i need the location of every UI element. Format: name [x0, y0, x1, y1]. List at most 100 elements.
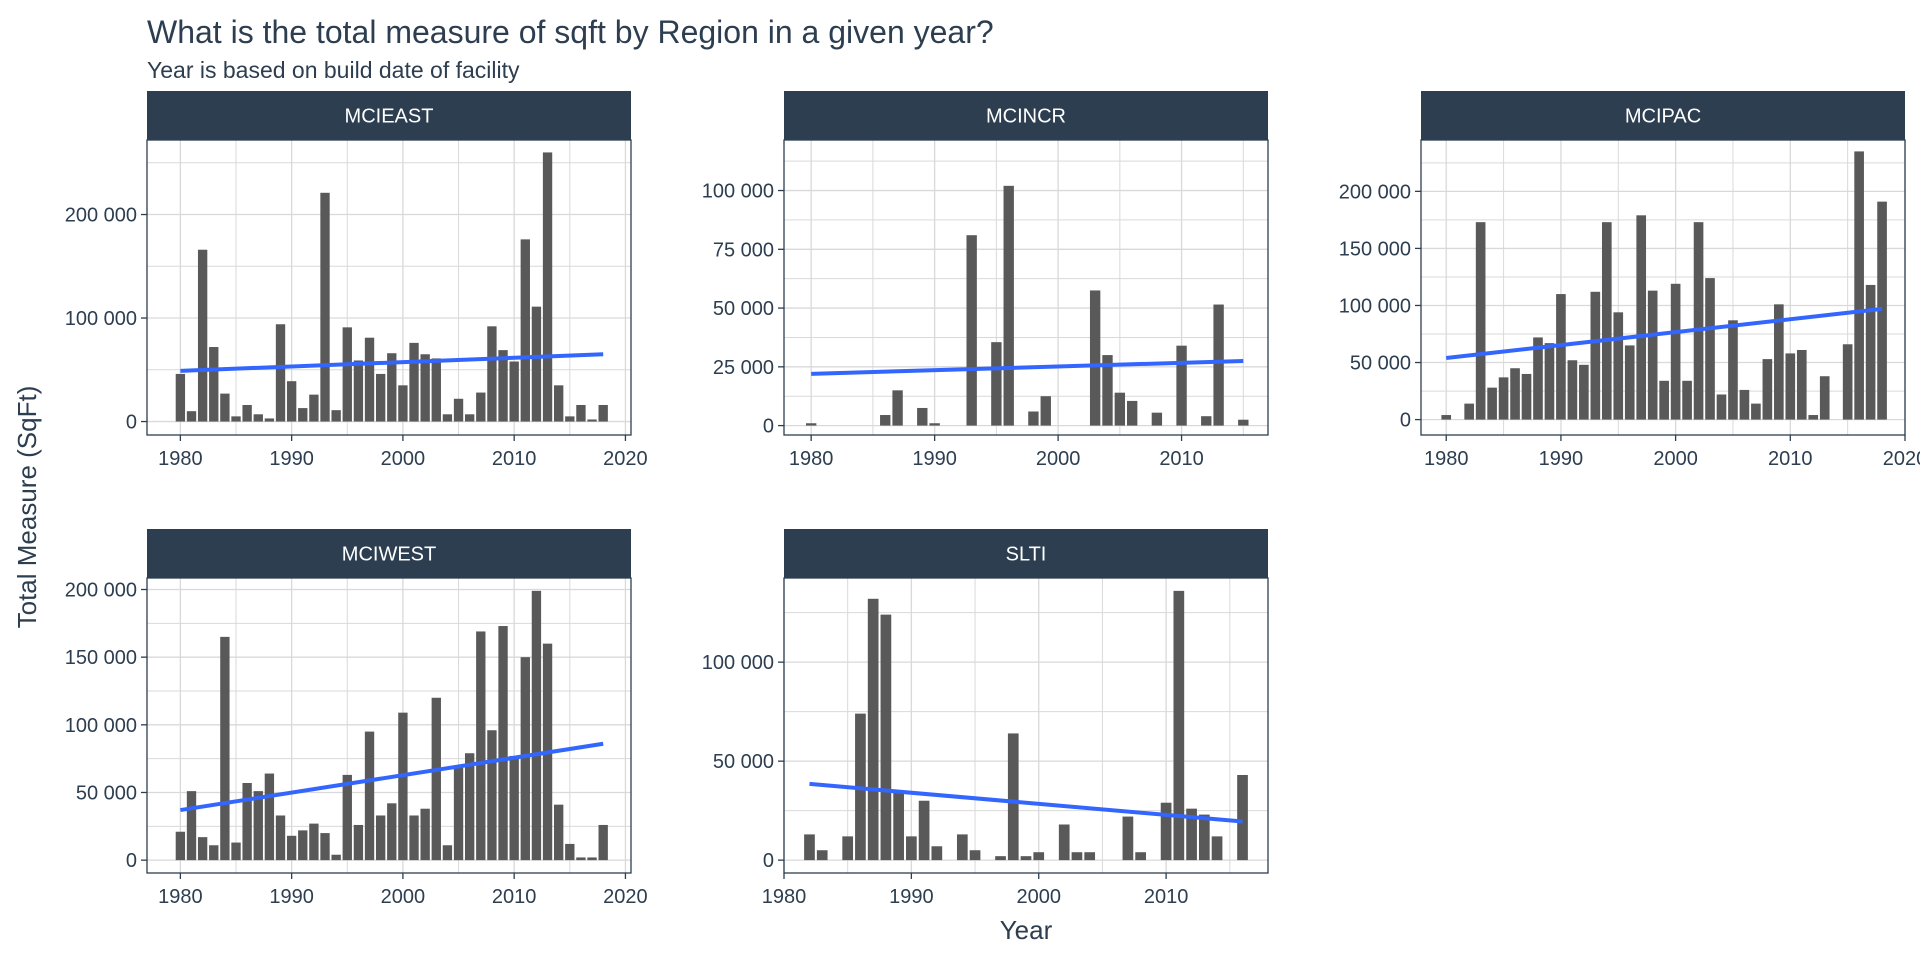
bar-mcieast-1980 [175, 373, 186, 422]
bar-mcipac-1991 [1567, 360, 1578, 420]
bar-mcieast-2015 [565, 416, 575, 422]
bar-slti-1995 [969, 850, 981, 861]
bar-mcincr-1993 [966, 235, 977, 426]
bar-mcipac-2017 [1865, 284, 1876, 420]
bar-mcipac-1993 [1590, 291, 1601, 420]
bar-mciwest-2005 [453, 766, 464, 861]
bar-mciwest-1998 [375, 815, 386, 861]
bar-slti-2008 [1135, 852, 1146, 861]
x-tick-label: 2020 [603, 448, 648, 470]
bar-mcieast-2006 [464, 414, 475, 422]
y-tick-label: 200 000 [65, 205, 137, 227]
bar-mcieast-1996 [353, 360, 364, 422]
bar-mcieast-2013 [542, 152, 553, 422]
bar-mcincr-2010 [1176, 345, 1187, 426]
bar-mcieast-2012 [531, 306, 542, 422]
bar-mcieast-1992 [309, 394, 319, 422]
bar-mcieast-2018 [598, 404, 608, 422]
bar-mcipac-2005 [1728, 320, 1738, 420]
bar-mciwest-2016 [576, 857, 586, 861]
x-tick-label: 2010 [492, 448, 537, 470]
bar-mcieast-1988 [264, 418, 275, 422]
bar-slti-2010 [1160, 802, 1172, 861]
bar-mcieast-2016 [576, 404, 586, 422]
bar-mciwest-2000 [398, 712, 408, 861]
bar-slti-2004 [1084, 852, 1096, 861]
bar-mcipac-1988 [1533, 337, 1543, 420]
bar-mciwest-1996 [353, 824, 364, 861]
bar-mcipac-1994 [1601, 222, 1612, 420]
bar-mcipac-1998 [1647, 290, 1658, 420]
bar-mcipac-1983 [1475, 222, 1486, 420]
bar-mciwest-2002 [420, 808, 430, 861]
bar-slti-1990 [906, 836, 917, 861]
bar-mcipac-1985 [1498, 377, 1509, 420]
bar-mciwest-1988 [264, 773, 275, 861]
bar-slti-1998 [1007, 733, 1019, 861]
bar-slti-1994 [956, 834, 968, 861]
trend-line-mcincr [811, 358, 1244, 376]
bar-slti-2016 [1237, 774, 1248, 861]
bar-slti-2002 [1058, 824, 1070, 861]
bar-mcipac-1997 [1636, 215, 1647, 420]
bar-slti-2011 [1173, 590, 1185, 861]
bar-slti-1999 [1020, 856, 1032, 861]
bar-mcieast-1987 [253, 414, 263, 422]
bar-mcieast-2008 [487, 326, 497, 422]
bar-mciwest-1982 [197, 837, 208, 861]
bar-slti-2007 [1122, 816, 1134, 861]
x-tick-label: 2020 [1883, 448, 1920, 470]
bar-mcieast-1984 [220, 393, 230, 422]
panel-border-mcincr [783, 139, 1269, 436]
bar-mcipac-2000 [1670, 283, 1681, 420]
facet-label-slti: SLTI [1006, 544, 1047, 566]
facet-label-mcincr: MCINCR [986, 106, 1066, 128]
bar-mcieast-1997 [364, 337, 375, 422]
bar-mciwest-2006 [464, 753, 475, 861]
bar-mciwest-1986 [242, 783, 252, 861]
bar-slti-1988 [880, 614, 892, 861]
x-tick-label: 1990 [269, 886, 314, 908]
bar-mcincr-1998 [1028, 411, 1039, 426]
facet-strip-slti [784, 529, 1268, 578]
bar-mciwest-1989 [275, 815, 286, 861]
bar-mcipac-2004 [1716, 394, 1727, 420]
bar-mcieast-2001 [409, 342, 419, 422]
trend-line-mcipac [1446, 306, 1883, 360]
bar-mcipac-2015 [1842, 344, 1853, 420]
bar-mcincr-1989 [917, 407, 928, 426]
bar-mcipac-2016 [1854, 151, 1864, 420]
bar-mciwest-2001 [409, 815, 419, 861]
bar-mcincr-2005 [1114, 392, 1126, 426]
bar-mcipac-1995 [1613, 312, 1624, 420]
bar-mcieast-2003 [431, 358, 441, 422]
bar-mcieast-1990 [286, 381, 297, 422]
bar-mcipac-1980 [1441, 415, 1452, 420]
x-tick-label: 2020 [603, 886, 648, 908]
bar-slti-2014 [1211, 836, 1223, 861]
y-tick-label: 0 [126, 412, 137, 434]
bar-mcincr-2004 [1102, 355, 1113, 426]
bar-mcincr-1990 [929, 423, 940, 426]
bar-mcipac-2003 [1705, 278, 1715, 420]
facet-label-mcipac: MCIPAC [1625, 106, 1701, 128]
bar-mcieast-1998 [375, 373, 386, 422]
bar-mcieast-1991 [298, 408, 308, 422]
bar-mcieast-1983 [209, 347, 219, 422]
x-tick-label: 1990 [269, 448, 314, 470]
bar-mcipac-1996 [1624, 345, 1635, 420]
bar-mcincr-2015 [1238, 419, 1249, 426]
bar-mcincr-2008 [1151, 412, 1163, 426]
trend-line-mcieast [180, 352, 604, 373]
x-tick-label: 1990 [1539, 448, 1584, 470]
bar-mciwest-2008 [487, 730, 497, 861]
bar-mcieast-2014 [554, 385, 564, 422]
bar-mciwest-1984 [220, 636, 230, 861]
y-tick-label: 50 000 [76, 782, 137, 804]
bar-mciwest-2018 [598, 824, 608, 861]
x-tick-label: 2010 [1144, 886, 1189, 908]
bar-mciwest-1992 [309, 823, 319, 861]
bar-mcipac-1986 [1510, 368, 1520, 420]
y-tick-label: 100 000 [702, 181, 774, 203]
